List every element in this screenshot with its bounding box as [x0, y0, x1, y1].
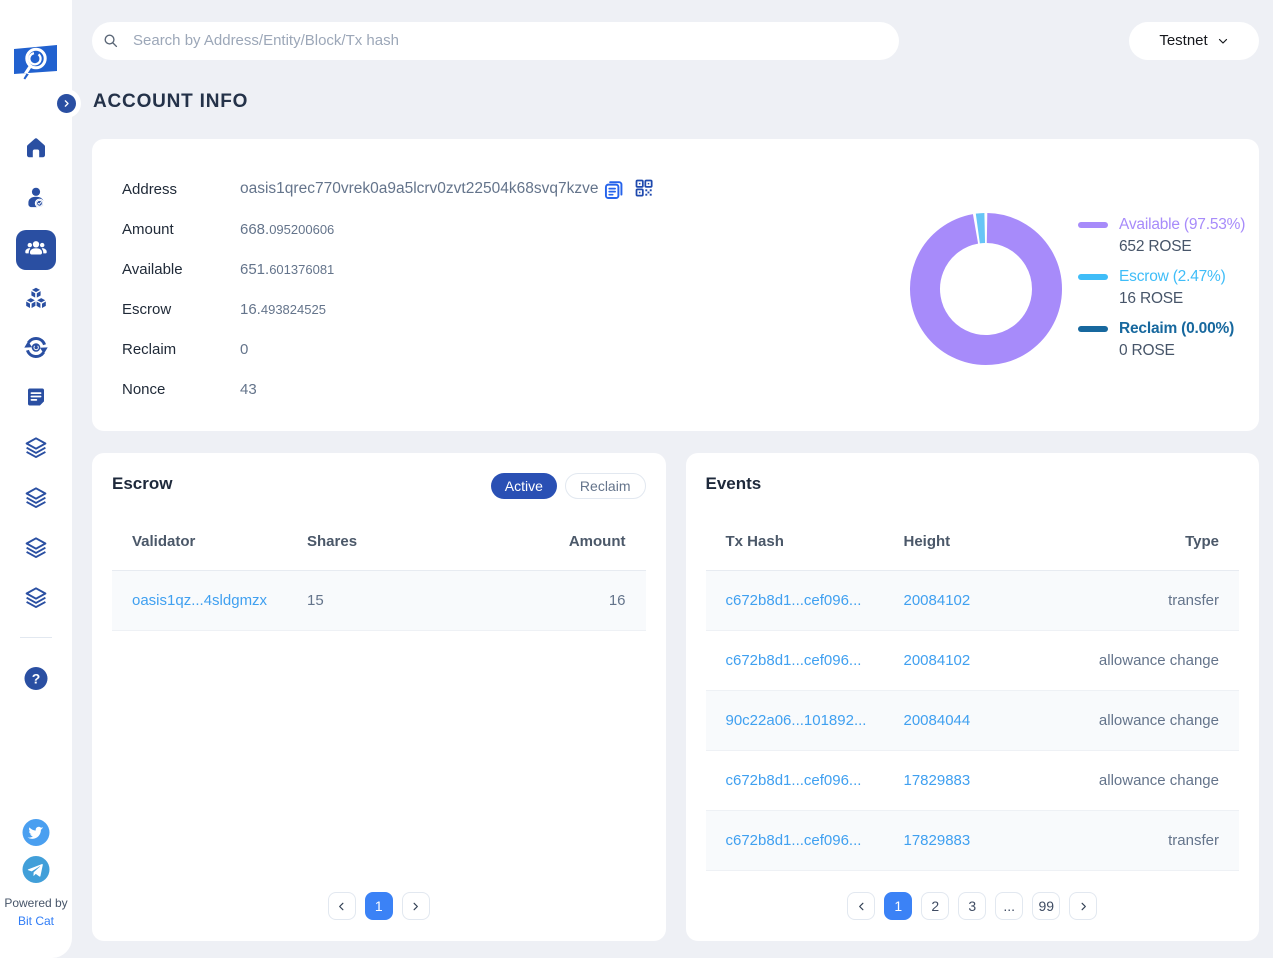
svg-text:?: ? [32, 670, 41, 686]
